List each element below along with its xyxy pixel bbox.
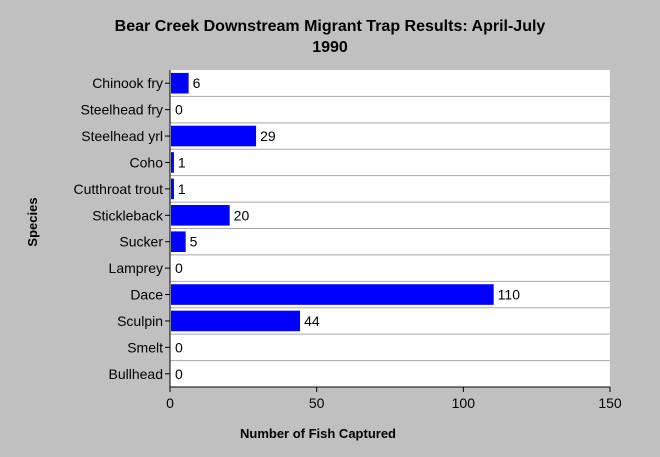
category-label: Coho <box>130 154 164 170</box>
gridlines <box>170 95 610 362</box>
value-label: 0 <box>175 102 183 118</box>
category-label: Lamprey <box>109 260 163 276</box>
bar-6 <box>171 231 186 253</box>
category-label: Stickleback <box>92 207 164 223</box>
y-axis-title: Species <box>25 197 40 246</box>
value-label: 6 <box>193 75 201 91</box>
value-label: 0 <box>175 339 183 355</box>
category-label: Sucker <box>119 234 163 250</box>
chart-title-line1: Bear Creek Downstream Migrant Trap Resul… <box>115 18 546 35</box>
category-labels: Chinook fry Steelhead fry Steelhead yrl Coh… <box>74 75 170 382</box>
value-label: 29 <box>260 128 276 144</box>
x-axis-title: Number of Fish Captured <box>240 426 396 441</box>
category-label: Smelt <box>127 339 163 355</box>
value-label: 0 <box>175 260 183 276</box>
value-label: 1 <box>178 181 186 197</box>
bar-2 <box>171 125 257 147</box>
x-tick-label: 100 <box>452 395 476 411</box>
bars <box>171 72 494 332</box>
category-label: Dace <box>130 287 163 303</box>
category-label: Cutthroat trout <box>74 181 164 197</box>
bar-4 <box>171 178 174 200</box>
chart-title-line2: 1990 <box>312 39 348 56</box>
bar-9 <box>171 310 301 332</box>
value-label: 0 <box>175 366 183 382</box>
value-label: 110 <box>498 287 521 303</box>
x-tick-label: 150 <box>598 395 622 411</box>
x-tick-label: 0 <box>166 395 174 411</box>
category-label: Sculpin <box>117 313 163 329</box>
x-ticks: 0 50 100 150 <box>166 387 622 411</box>
bar-8 <box>171 284 494 305</box>
x-tick-label: 50 <box>309 395 325 411</box>
bar-0 <box>171 72 189 94</box>
category-label: Bullhead <box>109 366 164 382</box>
value-label: 1 <box>178 154 186 170</box>
value-label: 44 <box>304 313 320 329</box>
bar-3 <box>171 152 174 173</box>
category-label: Steelhead yrl <box>81 128 163 144</box>
value-label: 5 <box>190 234 198 250</box>
category-label: Steelhead fry <box>81 102 164 118</box>
category-label: Chinook fry <box>92 75 163 91</box>
bar-5 <box>171 204 230 226</box>
value-label: 20 <box>234 207 250 223</box>
